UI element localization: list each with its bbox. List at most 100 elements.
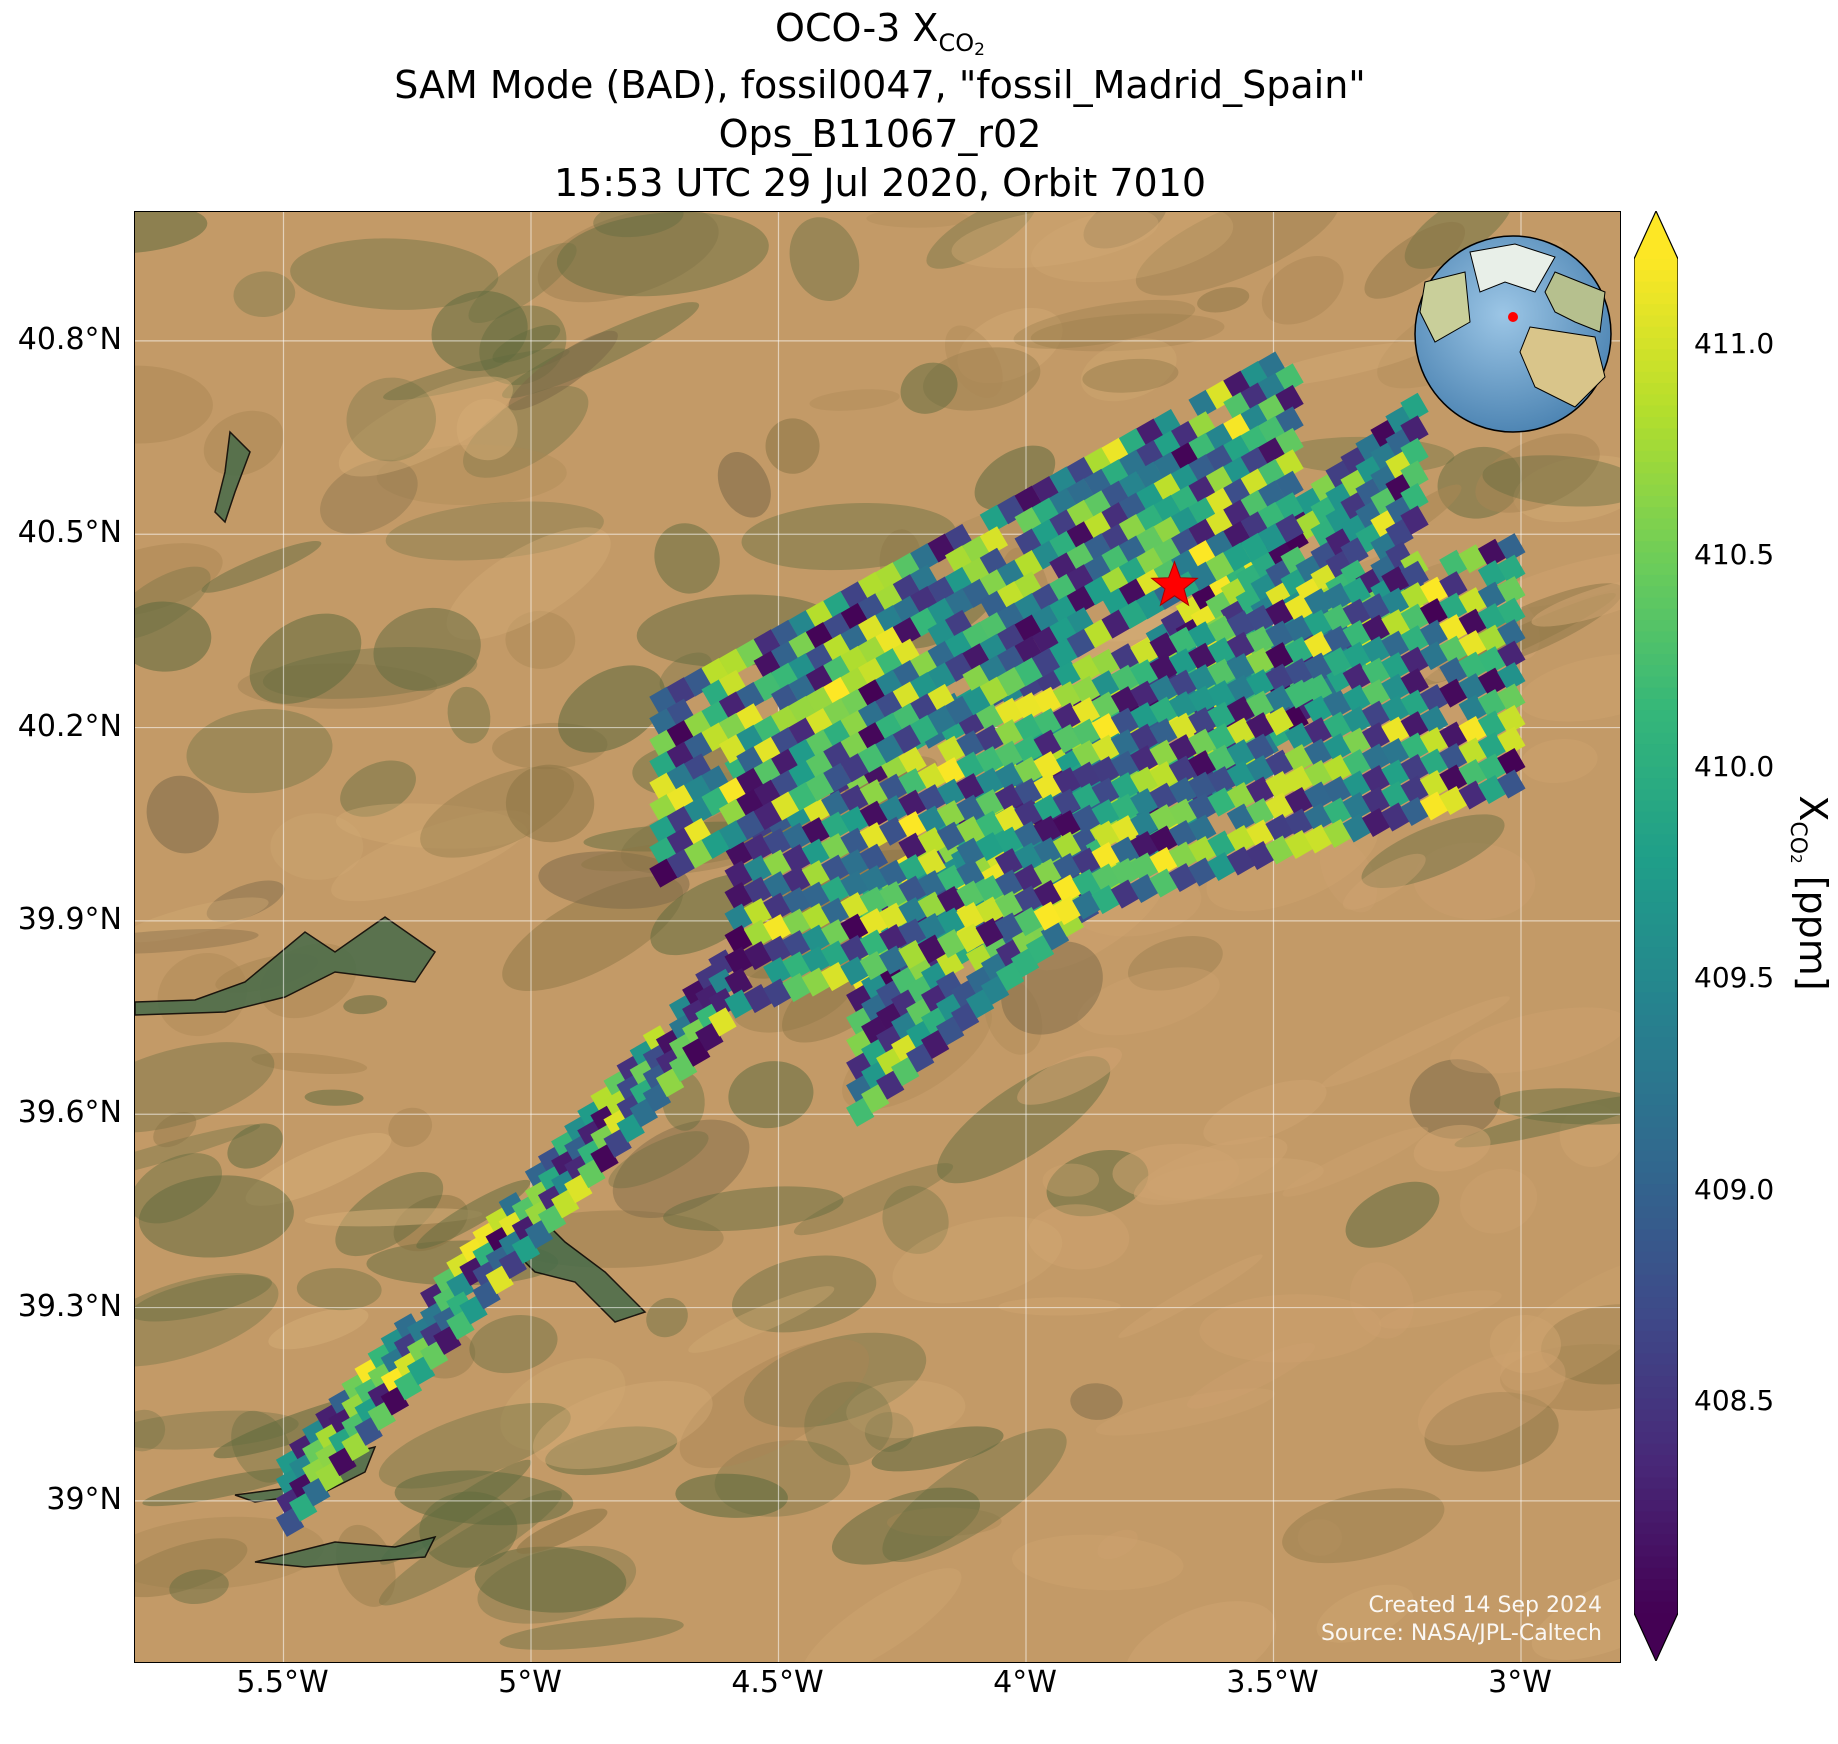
xco2-cell (1400, 668, 1429, 698)
xco2-cell (1497, 554, 1526, 584)
colorbar-segment (1634, 416, 1678, 430)
colorbar-segment (1634, 755, 1678, 768)
colorbar-segment (1634, 574, 1678, 588)
terrain-patch (741, 502, 956, 571)
terrain-patch (1077, 967, 1220, 1036)
terrain-patch (447, 686, 491, 744)
lon-tick-label: 4.5°W (731, 1665, 824, 1700)
terrain-patch (249, 613, 362, 704)
xco2-cell (1275, 427, 1304, 457)
xco2-cell (1497, 597, 1526, 627)
terrain-patch (1297, 1519, 1343, 1556)
colorbar-segment (1634, 699, 1678, 712)
terrain-patch (380, 1459, 532, 1565)
colorbar-segment (1634, 913, 1678, 926)
terrain-patch (1199, 1294, 1382, 1363)
colorbar-extend-min (1634, 1613, 1678, 1661)
lat-tick-label: 40.8°N (17, 321, 122, 357)
colorbar-segment (1634, 1263, 1678, 1276)
terrain-patch (663, 1186, 844, 1232)
colorbar-segment (1634, 811, 1678, 825)
colorbar-segment (1634, 563, 1678, 576)
xco2-cell (892, 617, 922, 647)
xco2-cell (771, 791, 800, 821)
colorbar-segment (1634, 1251, 1678, 1265)
colorbar-segment (1634, 1116, 1678, 1129)
terrain-patch (1454, 1093, 1620, 1148)
xco2-cell (666, 849, 695, 879)
terrain-patch (675, 1473, 788, 1518)
terrain-patch (383, 348, 570, 401)
terrain-patch (516, 1508, 608, 1554)
colorbar-segment (1634, 1218, 1678, 1231)
xco2-cell (979, 504, 1009, 534)
xco2-cell (1101, 609, 1130, 639)
terrain-patch (1125, 1601, 1277, 1662)
colorbar-segment (1634, 834, 1678, 847)
terrain-patch (1319, 837, 1378, 913)
terrain-patch (1186, 1342, 1315, 1409)
xco2-cell (1400, 482, 1429, 513)
terrain-patch (558, 665, 666, 753)
colorbar-segment (1634, 789, 1678, 802)
colorbar-segment (1634, 710, 1678, 723)
colorbar-segment (1634, 1455, 1678, 1468)
xco2-cell (1205, 552, 1235, 582)
colorbar-segment (1634, 529, 1678, 543)
colorbar-segment (1634, 1297, 1678, 1310)
colorbar-segment (1634, 484, 1678, 497)
colorbar-segment (1634, 394, 1678, 407)
terrain-patch (492, 324, 561, 363)
colorbar-segment (1634, 1229, 1678, 1242)
terrain-patch (1361, 814, 1505, 888)
xco2-cell (917, 848, 946, 878)
terrain-patch (1378, 1290, 1502, 1329)
xco2-cell (1497, 619, 1526, 649)
terrain-patch (532, 1381, 713, 1470)
terrain-patch (373, 607, 481, 691)
colorbar-segment (1634, 1184, 1678, 1197)
colorbar-segment (1634, 586, 1678, 599)
colorbar-segment (1634, 1342, 1678, 1355)
xco2-cell (979, 676, 1009, 706)
colorbar-segment (1634, 1398, 1678, 1411)
colorbar-segment (1634, 1432, 1678, 1445)
lon-tick-label: 5.5°W (236, 1665, 329, 1700)
map-panel[interactable]: Created 14 Sep 2024 Source: NASA/JPL-Cal… (134, 211, 1621, 1663)
terrain-patch (135, 1153, 222, 1224)
title-line-4: 15:53 UTC 29 Jul 2020, Orbit 7010 (553, 161, 1207, 205)
terrain-patch (1342, 853, 1426, 910)
terrain-patch (612, 1119, 750, 1218)
terrain-patch (1282, 1126, 1429, 1197)
terrain-patch (146, 775, 219, 854)
colorbar-segment (1634, 259, 1678, 272)
terrain-patch (335, 803, 528, 849)
xco2-cell (1275, 470, 1304, 500)
colorbar-segment (1634, 1093, 1678, 1107)
xco2-soundings (275, 351, 1526, 1537)
colorbar-label: XCO2 [ppm] (1785, 795, 1835, 991)
terrain-patch (871, 1426, 1004, 1472)
colorbar-segment (1634, 732, 1678, 746)
colorbar-segment (1634, 1014, 1678, 1028)
terrain-patch (142, 1467, 302, 1507)
terrain-patch (688, 1286, 835, 1353)
terrain-patch (296, 1268, 382, 1311)
colorbar-segment (1634, 1556, 1678, 1569)
xco2-cell (736, 810, 765, 840)
terrain-patch (654, 523, 720, 594)
terrain-patch (153, 1111, 197, 1148)
xco2-cell (788, 781, 817, 812)
terrain-patch (1345, 1181, 1440, 1248)
terrain-patch (793, 1163, 954, 1236)
colorbar-segment (1634, 349, 1678, 362)
xco2-cell (944, 588, 974, 618)
colorbar-tick-label: 410.0 (1694, 749, 1775, 783)
terrain-patch (203, 410, 284, 476)
terrain-patch (951, 212, 1159, 269)
xco2-cell (718, 820, 748, 850)
xco2-cell (684, 732, 713, 762)
colorbar-segment (1634, 631, 1678, 644)
colorbar-segment (1634, 1274, 1678, 1287)
colorbar-segment (1634, 857, 1678, 870)
